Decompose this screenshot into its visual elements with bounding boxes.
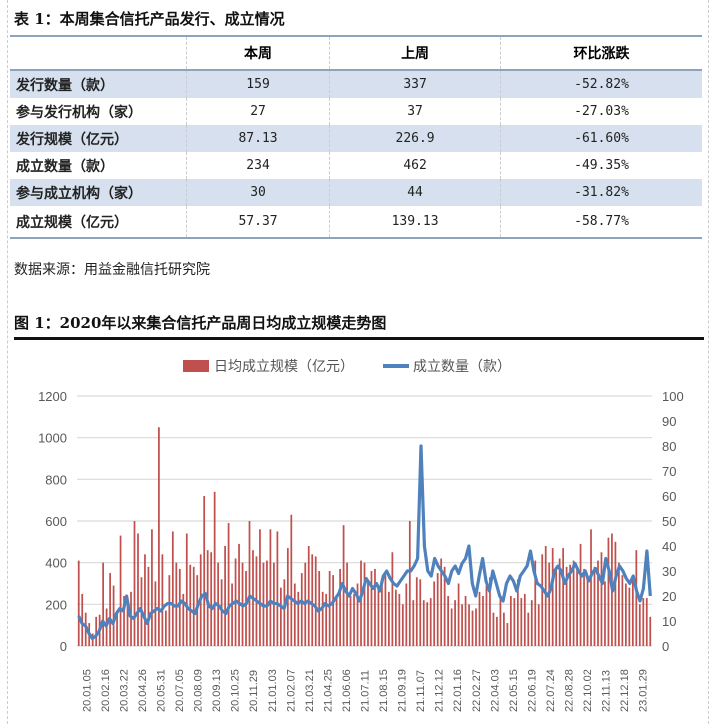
last-week-value: 37 xyxy=(329,98,502,125)
table-title: 表 1：本周集合信托产品发行、成立情况 xyxy=(14,10,285,28)
header-last-week: 上周 xyxy=(329,36,502,70)
table-row: 参与发行机构（家） 27 37 -27.03% xyxy=(10,98,702,125)
data-source-note: 数据来源：用益金融信托研究院 xyxy=(14,262,210,278)
last-week-value: 44 xyxy=(329,179,502,206)
last-week-value: 337 xyxy=(329,70,502,98)
last-week-value: 226.9 xyxy=(329,125,502,152)
row-label: 发行数量（款） xyxy=(10,70,187,98)
table-row: 参与成立机构（家） 30 44 -31.82% xyxy=(10,179,702,206)
this-week-value: 27 xyxy=(186,98,331,125)
issuance-table: 本周 上周 环比涨跌 发行数量（款） 159 337 -52.82% 参与发行机… xyxy=(10,35,702,239)
this-week-value: 87.13 xyxy=(186,125,331,152)
page-frame xyxy=(7,0,709,724)
table-header-row: 本周 上周 环比涨跌 xyxy=(10,36,702,70)
header-this-week: 本周 xyxy=(186,36,331,70)
this-week-value: 30 xyxy=(186,179,331,206)
table-row: 发行数量（款） 159 337 -52.82% xyxy=(10,70,702,98)
row-label: 成立数量（款） xyxy=(10,152,187,179)
table-row: 发行规模（亿元） 87.13 226.9 -61.60% xyxy=(10,125,702,152)
row-label: 发行规模（亿元） xyxy=(10,125,187,152)
last-week-value: 462 xyxy=(329,152,502,179)
table-row: 成立规模（亿元） 57.37 139.13 -58.77% xyxy=(10,206,702,238)
last-week-value: 139.13 xyxy=(329,206,502,238)
this-week-value: 234 xyxy=(186,152,331,179)
change-value: -49.35% xyxy=(574,158,629,173)
this-week-value: 57.37 xyxy=(186,206,331,238)
change-value: -58.77% xyxy=(574,214,629,229)
change-value: -52.82% xyxy=(574,77,629,92)
row-label: 参与发行机构（家） xyxy=(10,98,187,125)
row-label: 成立规模（亿元） xyxy=(10,206,187,238)
header-empty xyxy=(10,36,187,70)
change-value: -31.82% xyxy=(574,185,629,200)
change-value: -27.03% xyxy=(574,104,629,119)
change-value: -61.60% xyxy=(574,131,629,146)
figure-title: 图 1：2020年以来集合信托产品周日均成立规模走势图 xyxy=(14,314,387,332)
header-change: 环比涨跌 xyxy=(573,46,630,62)
table-row: 成立数量（款） 234 462 -49.35% xyxy=(10,152,702,179)
figure-title-rule xyxy=(14,337,704,340)
row-label: 参与成立机构（家） xyxy=(10,179,187,206)
this-week-value: 159 xyxy=(186,70,331,98)
